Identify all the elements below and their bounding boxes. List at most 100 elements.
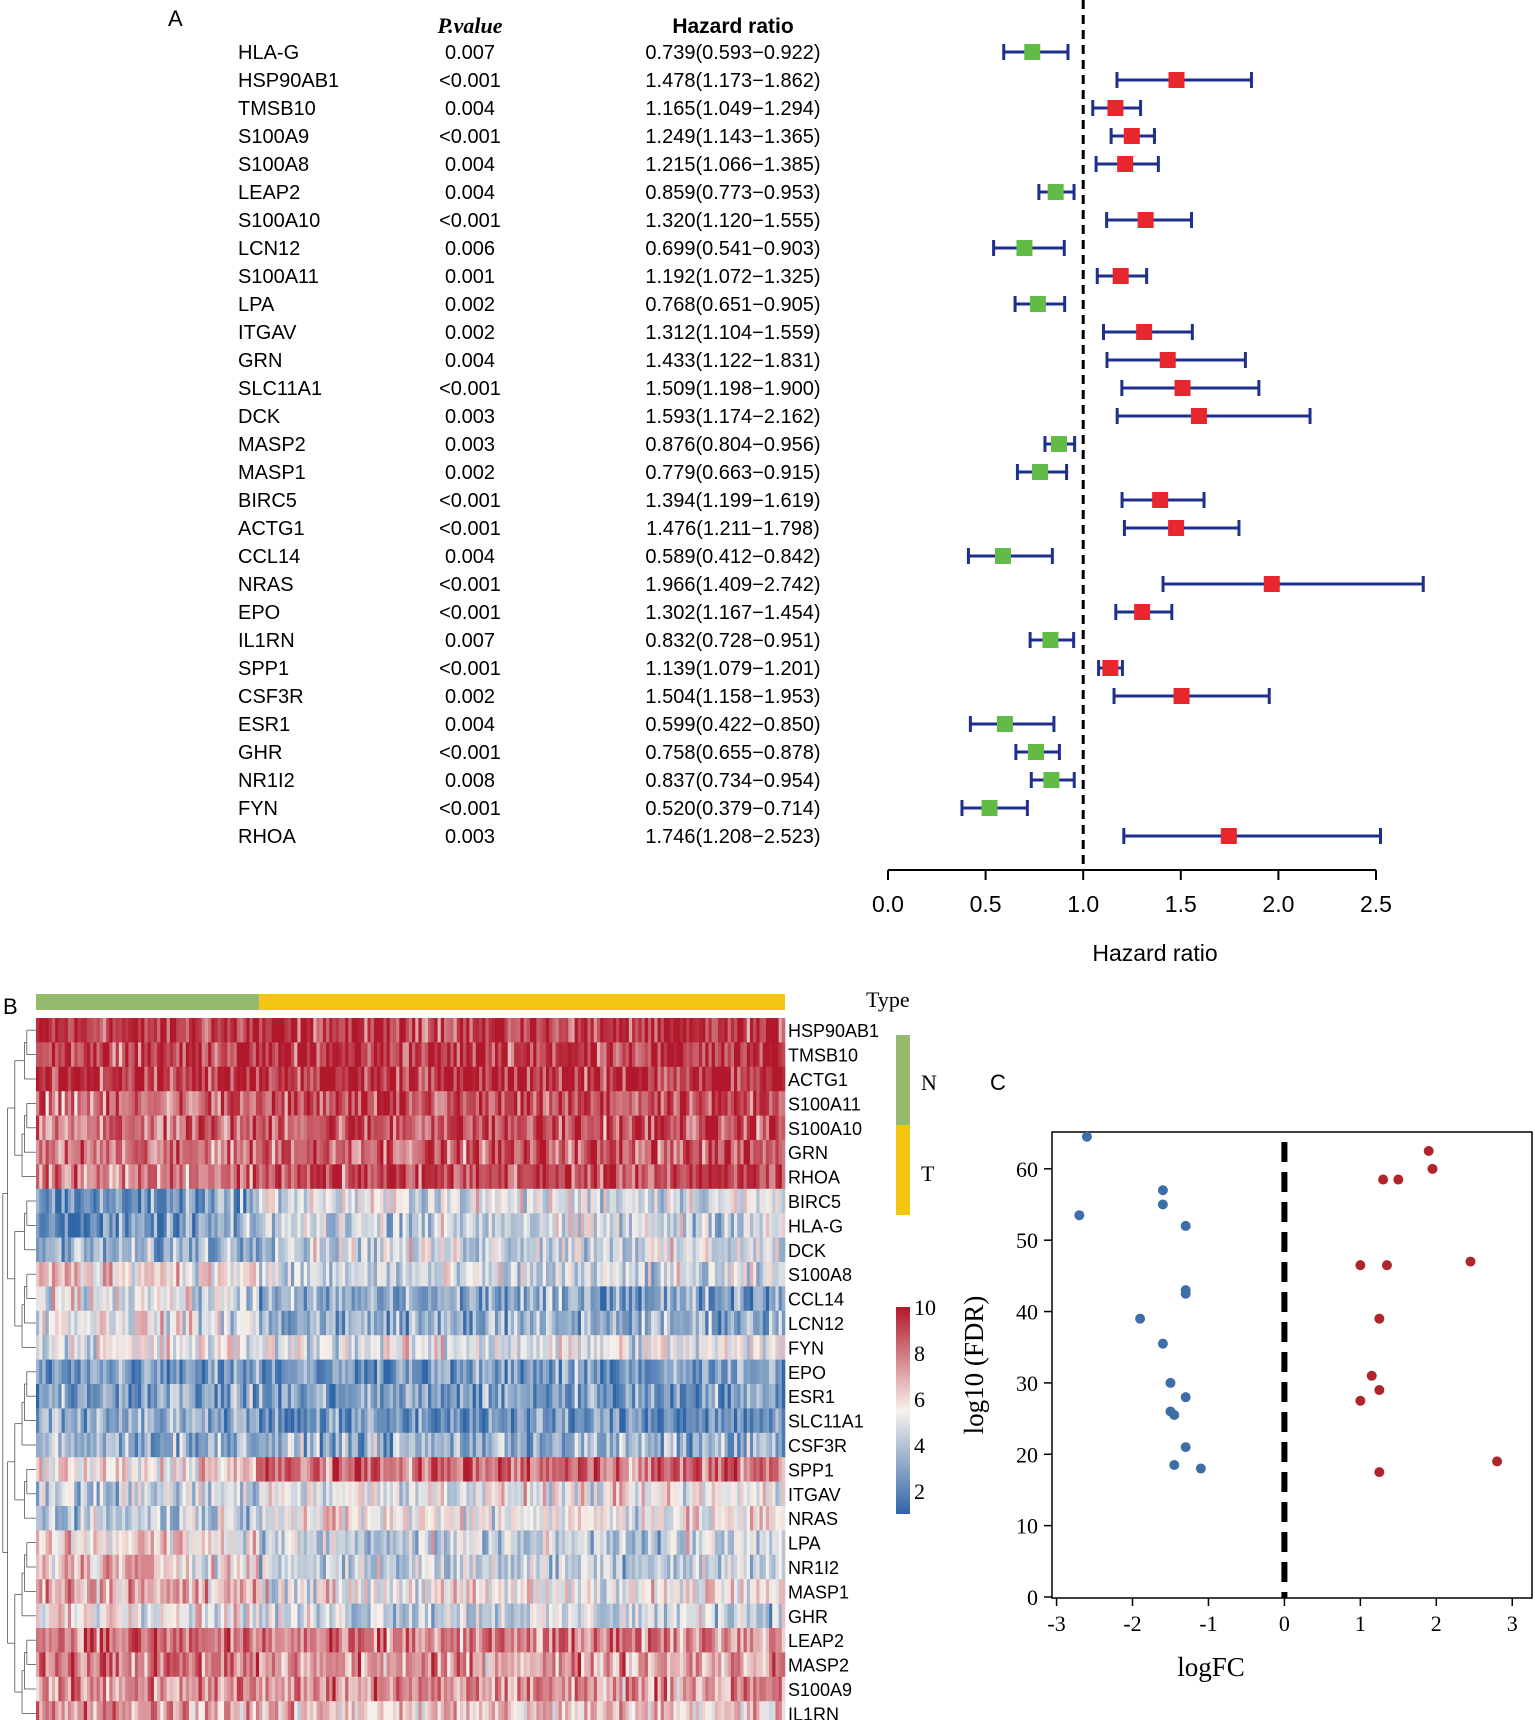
heatmap-cell [418,1237,422,1263]
heatmap-cell [676,1286,681,1312]
heatmap-cell [134,1457,139,1482]
heatmap-cell [606,1042,610,1068]
heatmap-cell [651,1262,655,1287]
heatmap-cell [612,1213,617,1238]
heatmap-cell [466,1359,470,1385]
heatmap-cell [265,1164,269,1190]
heatmap-cell [494,1188,499,1214]
heatmap-cell [686,1042,690,1068]
heatmap-cell [243,1384,247,1409]
heatmap-cell [466,1262,470,1287]
heatmap-cell [606,1213,610,1238]
heatmap-cell [453,1310,458,1336]
heatmap-cell [326,1237,330,1263]
heatmap-cell [412,1481,416,1507]
heatmap-cell [102,1310,107,1336]
heatmap-cell [166,1335,171,1360]
heatmap-cell [211,1237,215,1263]
heatmap-cell [746,1042,751,1068]
heatmap-cell [418,1213,422,1238]
heatmap-cell [182,1481,187,1507]
heatmap-cell [319,1262,324,1287]
heatmap-cell [702,1140,706,1165]
heatmap-cell [313,1018,317,1043]
heatmap-cell [533,1286,537,1312]
heatmap-cell [593,1262,598,1287]
heatmap-cell [485,1115,489,1141]
heatmap-cell [635,1091,639,1116]
heatmap-cell [526,1335,531,1360]
heatmap-cell [61,1164,65,1190]
heatmap-cell [447,1457,451,1482]
heatmap-cell [217,1188,222,1214]
heatmap-cell [587,1091,591,1116]
heatmap-cell [90,1359,94,1385]
heatmap-cell [552,1164,556,1190]
heatmap-cell [160,1481,164,1507]
heatmap-cell [380,1042,384,1068]
heatmap-cell [539,1408,544,1434]
heatmap-cell [112,1335,116,1360]
heatmap-cell [306,1457,311,1482]
heatmap-cell [753,1091,757,1116]
heatmap-cell [252,1384,257,1409]
heatmap-cell [539,1066,544,1092]
heatmap-cell [574,1457,579,1482]
heatmap-cell [565,1262,569,1287]
heatmap-cell [453,1262,458,1287]
heatmap-cell [488,1457,493,1482]
heatmap-cell [510,1408,515,1434]
heatmap-cell [115,1262,120,1287]
heatmap-cell [408,1408,413,1434]
heatmap-cell [160,1262,164,1287]
heatmap-cell [737,1237,741,1263]
heatmap-cell [644,1018,649,1043]
heatmap-cell [479,1140,483,1165]
heatmap-cell [734,1140,738,1165]
heatmap-cell [514,1091,518,1116]
heatmap-cell [625,1115,630,1141]
heatmap-cell [724,1140,728,1165]
heatmap-cell [236,1335,241,1360]
heatmap-cell [568,1213,572,1238]
heatmap-cell [683,1310,687,1336]
heatmap-cell [147,1481,152,1507]
heatmap-cell [663,1115,668,1141]
heatmap-cell [361,1018,365,1043]
heatmap-cell [338,1310,343,1336]
heatmap-cell [90,1286,94,1312]
heatmap-cell [695,1042,700,1068]
hazard-ratio-value: 0.876(0.804−0.956) [645,434,820,456]
heatmap-cell [329,1237,333,1263]
heatmap-cell [565,1018,569,1043]
heatmap-cell [584,1310,588,1336]
heatmap-cell [220,1091,225,1116]
heatmap-cell [396,1384,400,1409]
heatmap-cell [635,1457,639,1482]
heatmap-cell [549,1481,553,1507]
heatmap-cell [565,1164,569,1190]
heatmap-cell [58,1140,62,1165]
heatmap-cell [781,1140,786,1165]
heatmap-cell [83,1213,88,1238]
heatmap-cell [195,1066,199,1092]
heatmap-cell [536,1213,540,1238]
heatmap-cell [51,1213,56,1238]
heatmap-cell [367,1164,371,1190]
heatmap-cell [596,1237,601,1263]
heatmap-cell [654,1335,658,1360]
heatmap-cell [769,1018,773,1043]
heatmap-cell [169,1335,174,1360]
forest-tick-label: 2.5 [1360,891,1392,917]
heatmap-cell [380,1262,384,1287]
heatmap-cell [749,1286,754,1312]
heatmap-cell [584,1188,588,1214]
heatmap-cell [185,1042,190,1068]
heatmap-cell [51,1066,56,1092]
heatmap-cell [236,1384,241,1409]
heatmap-cell [188,1408,193,1434]
heatmap-cell [313,1091,317,1116]
heatmap-cell [118,1237,123,1263]
heatmap-cell [147,1042,152,1068]
heatmap-cell [131,1188,136,1214]
